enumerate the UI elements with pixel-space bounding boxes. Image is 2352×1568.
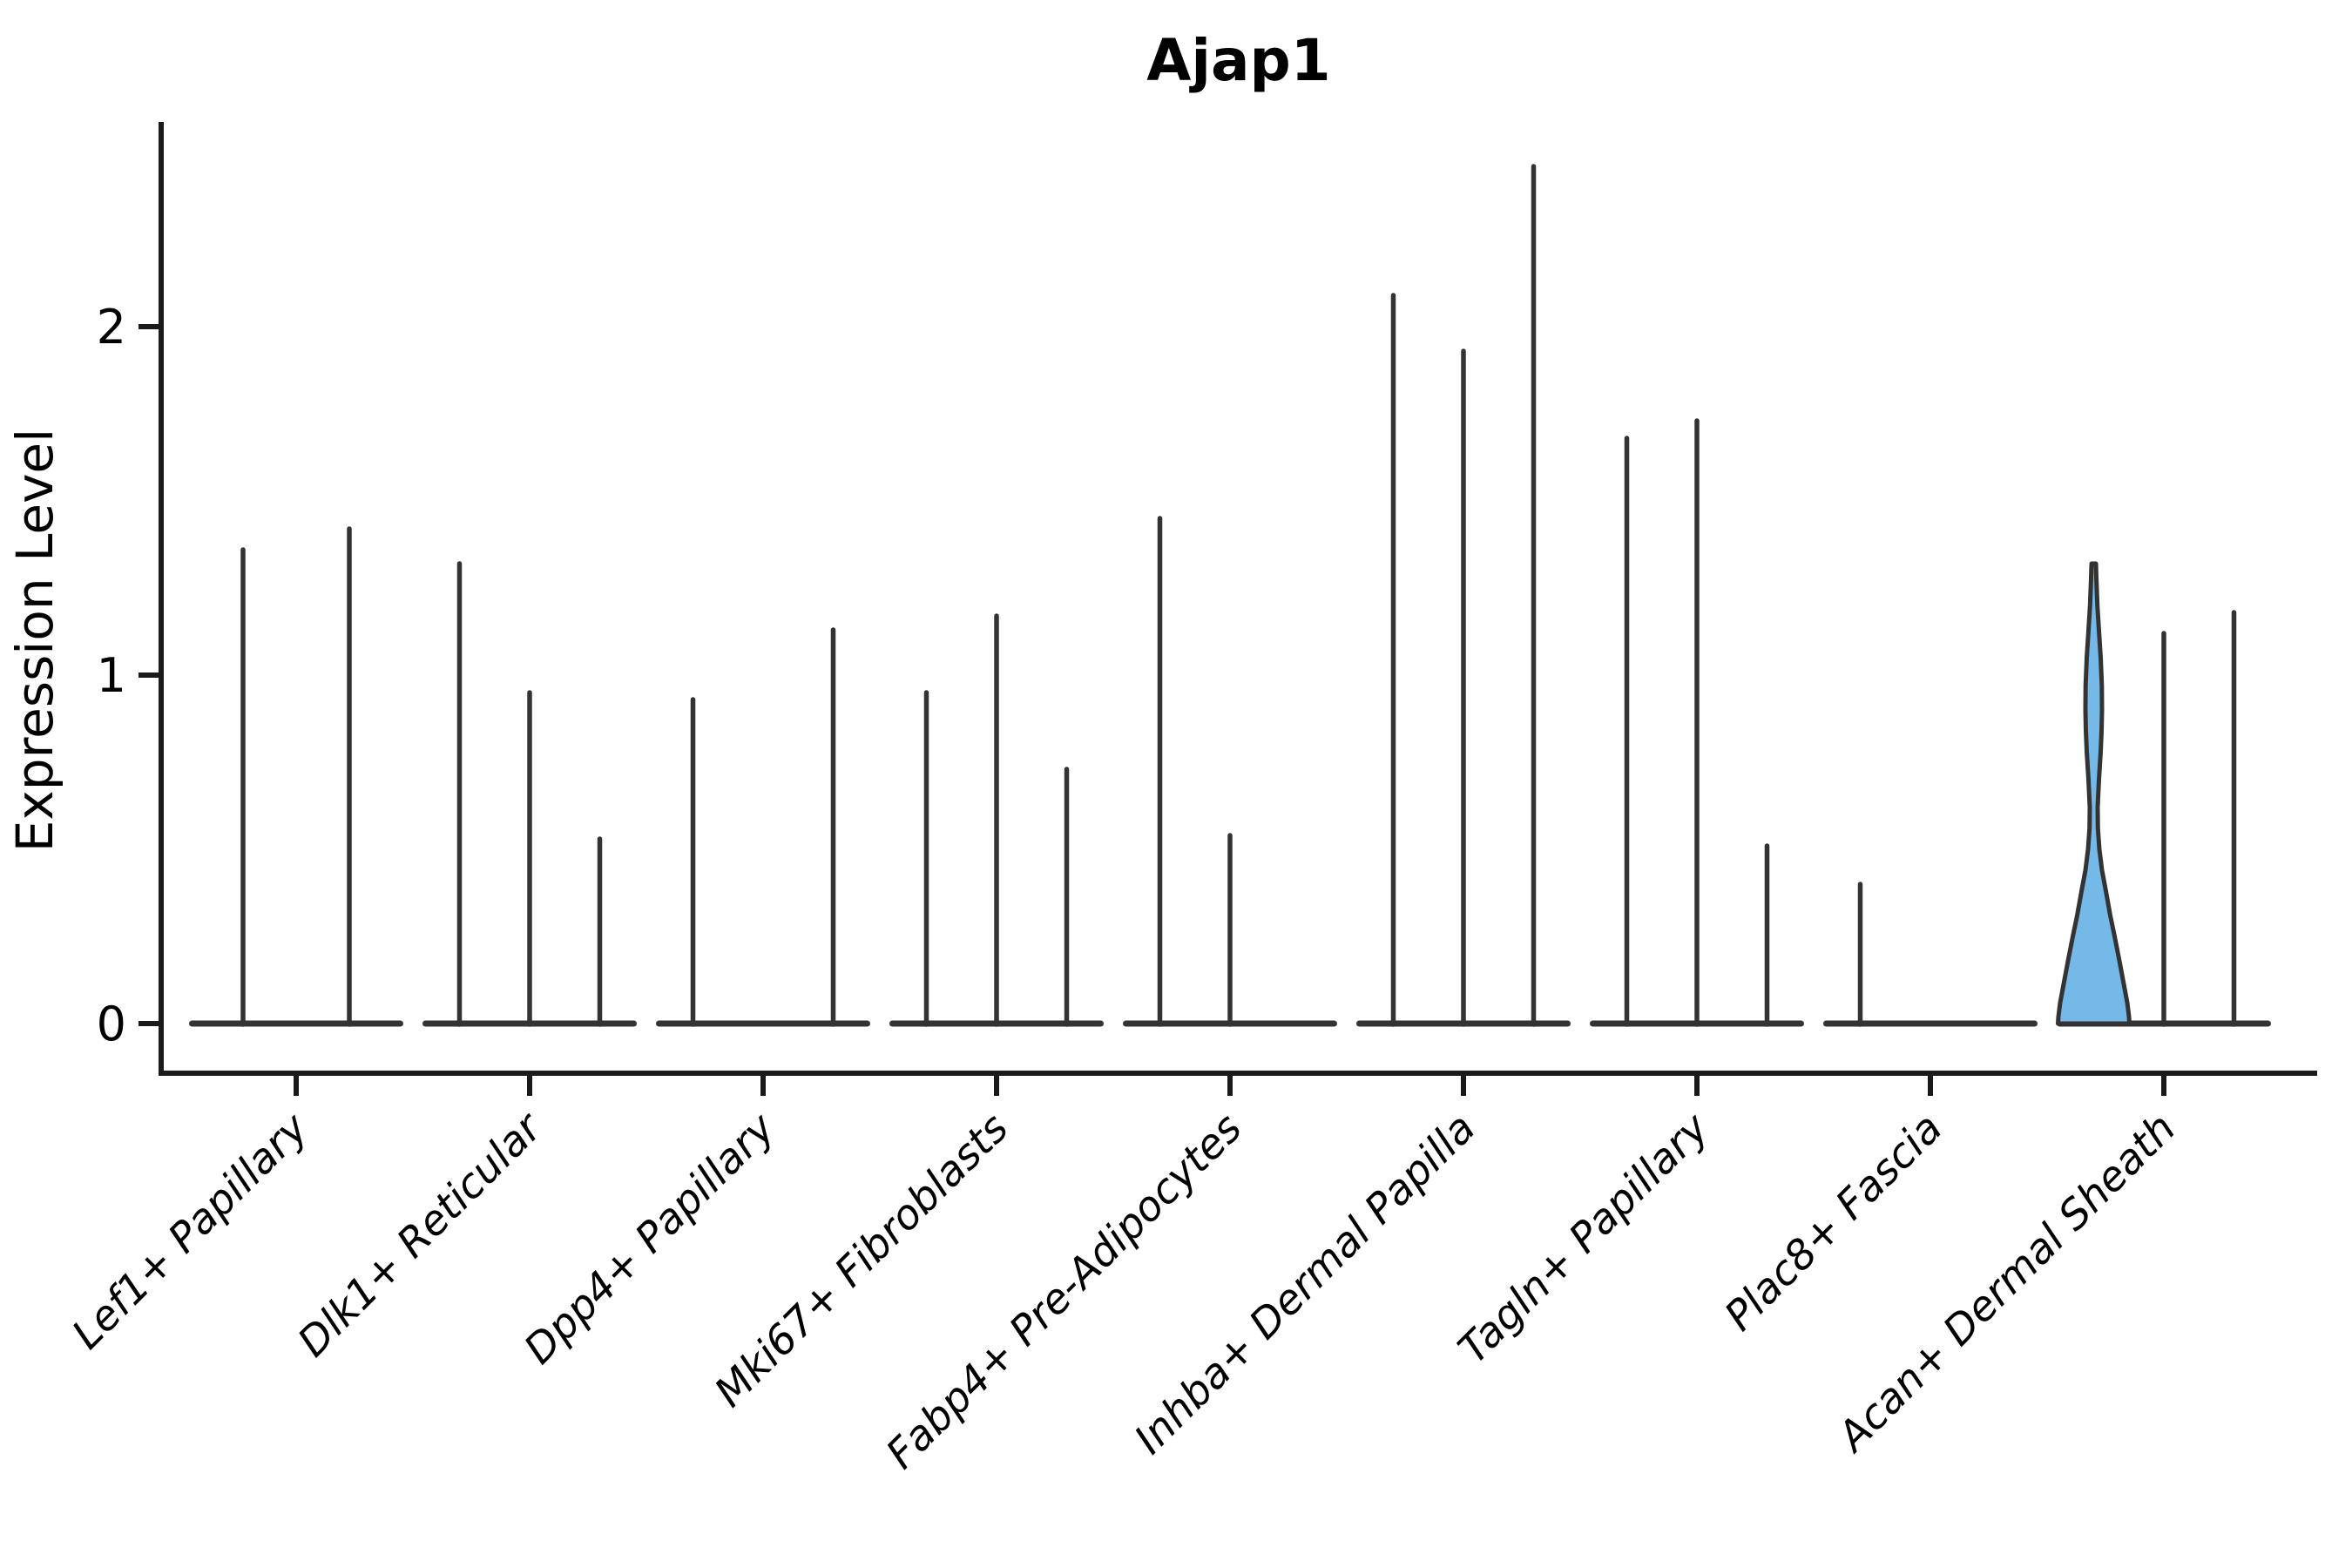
x-tick-label: Dlk1+ Reticular (289, 1103, 553, 1367)
violin-baseline (189, 1020, 403, 1027)
y-tick-label: 2 (97, 300, 126, 355)
x-tick-label: Plac8+ Fascia (1715, 1105, 1951, 1341)
violin-baseline (656, 1020, 870, 1027)
violin-baseline (1823, 1020, 2038, 1027)
x-tick-label: Dpp4+ Papillary (515, 1104, 785, 1374)
y-tick-label: 0 (97, 997, 126, 1051)
highlighted-violin (2056, 561, 2132, 1026)
x-tick-label: Lef1+ Papillary (63, 1104, 318, 1359)
x-tick-label: Tagln+ Papillary (1450, 1104, 1720, 1374)
y-tick-label: 1 (97, 648, 126, 703)
y-axis-label: Expression Level (5, 429, 64, 852)
chart-title: Ajap1 (1146, 27, 1330, 94)
